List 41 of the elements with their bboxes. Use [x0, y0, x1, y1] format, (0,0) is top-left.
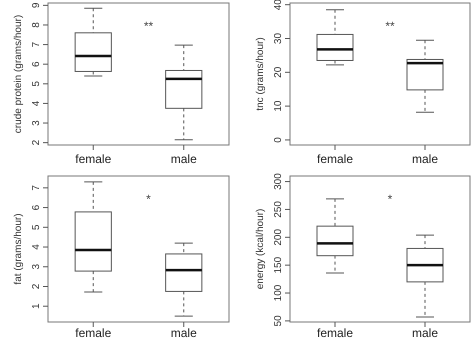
annotation: *	[146, 192, 152, 206]
y-tick-label: 7	[31, 41, 42, 48]
x-tick-label: male	[412, 152, 438, 166]
y-tick-label: 300	[273, 172, 284, 190]
y-tick-label: 50	[273, 314, 284, 326]
x-tick-label: male	[412, 326, 438, 340]
y-tick-label: 7	[31, 184, 42, 191]
y-tick-label: 4	[31, 244, 42, 250]
y-tick-label: 2	[31, 139, 42, 146]
annotation: *	[388, 192, 393, 206]
y-tick-label: 100	[273, 284, 284, 302]
x-tick-label: female	[75, 152, 112, 166]
y-tick-label: 3	[31, 120, 42, 126]
y-axis-title: energy (kcal/hour)	[255, 208, 266, 290]
y-tick-label: 8	[31, 22, 42, 28]
y-axis-title: tnc (grams/hour)	[255, 37, 266, 111]
x-tick-label: male	[170, 152, 198, 166]
y-tick-label: 10	[273, 100, 284, 112]
y-tick-label: 1	[31, 302, 42, 309]
y-tick-label: 4	[31, 100, 42, 106]
y-tick-label: 2	[31, 283, 42, 290]
x-tick-label: male	[170, 326, 198, 340]
y-tick-label: 5	[31, 224, 42, 230]
x-tick-label: female	[316, 152, 354, 166]
x-tick-label: female	[316, 326, 354, 340]
y-tick-label: 200	[273, 228, 284, 246]
y-tick-label: 3	[31, 264, 42, 270]
y-tick-label: 5	[31, 80, 42, 87]
y-axis-title: fat (grams/hour)	[13, 213, 24, 285]
y-tick-label: 30	[273, 32, 284, 44]
y-tick-label: 250	[273, 200, 284, 218]
y-axis-title: crude protein (grams/hour)	[13, 14, 24, 134]
x-tick-label: female	[75, 326, 112, 340]
y-tick-label: 9	[31, 2, 42, 8]
y-tick-label: 6	[31, 204, 42, 210]
annotation: **	[144, 19, 154, 33]
y-tick-label: 20	[273, 66, 284, 78]
y-tick-label: 6	[31, 60, 42, 67]
y-tick-label: 150	[273, 256, 284, 274]
y-tick-label: 0	[273, 136, 284, 143]
annotation: **	[385, 19, 395, 33]
